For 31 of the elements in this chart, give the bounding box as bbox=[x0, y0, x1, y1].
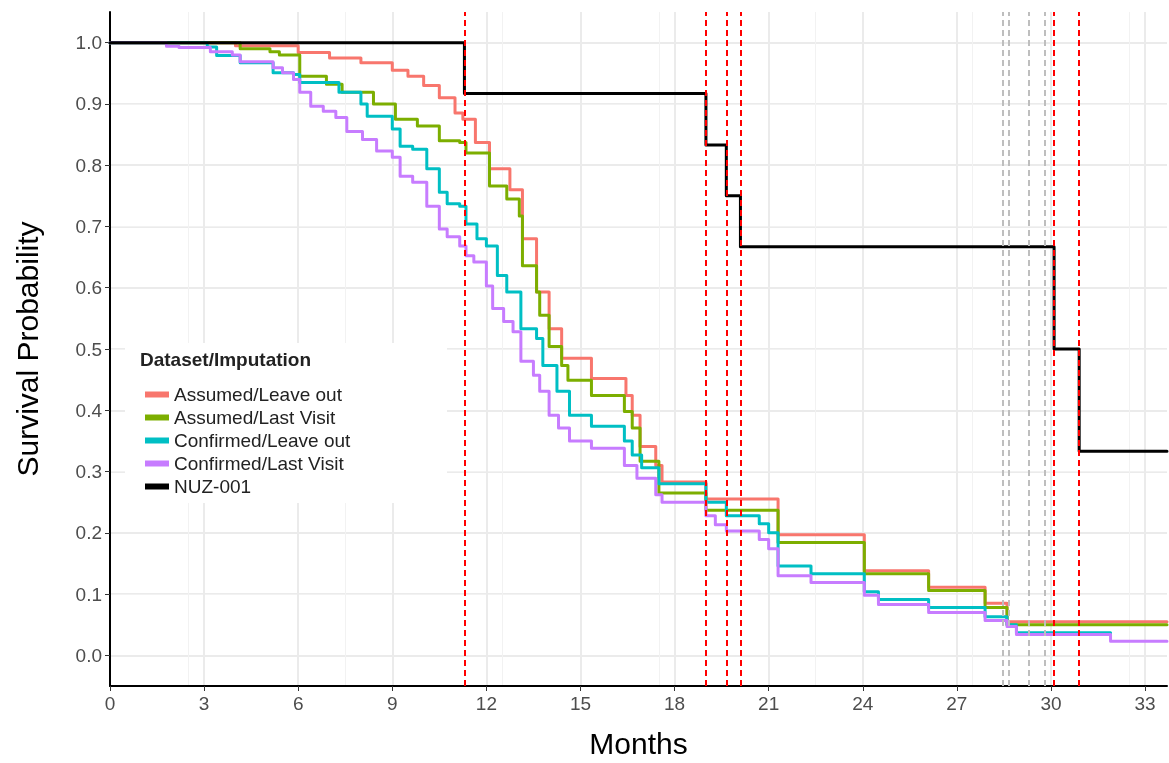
x-tick-label: 21 bbox=[758, 693, 780, 714]
y-tick-label: 0.6 bbox=[75, 277, 102, 299]
y-tick-label: 0.5 bbox=[75, 338, 102, 360]
x-tick-label: 9 bbox=[387, 693, 398, 714]
x-tick-label: 18 bbox=[664, 693, 686, 714]
x-tick-label: 15 bbox=[569, 693, 592, 714]
y-tick-label: 1.0 bbox=[75, 32, 102, 54]
y-tick-label: 0.8 bbox=[75, 154, 102, 176]
x-tick-label: 3 bbox=[198, 693, 210, 714]
y-tick-label: 0.3 bbox=[75, 461, 102, 483]
x-tick-label: 30 bbox=[1040, 693, 1062, 714]
x-tick-label: 12 bbox=[475, 693, 497, 714]
legend-label: NUZ-001 bbox=[174, 476, 252, 497]
x-tick-label: 0 bbox=[104, 693, 116, 714]
x-axis-title: Months bbox=[589, 726, 688, 760]
legend-label: Assumed/Leave out bbox=[174, 384, 343, 405]
y-tick-label: 0.1 bbox=[75, 583, 102, 605]
y-tick-label: 0.9 bbox=[75, 93, 102, 115]
x-tick-label: 24 bbox=[852, 693, 874, 714]
legend-label: Confirmed/Last Visit bbox=[174, 453, 345, 474]
y-tick-label: 0.4 bbox=[75, 399, 103, 421]
y-tick-label: 0.7 bbox=[75, 215, 102, 237]
y-tick-label: 0.0 bbox=[75, 644, 102, 666]
x-tick-label: 6 bbox=[292, 693, 304, 714]
x-tick-label: 33 bbox=[1134, 693, 1156, 714]
legend-label: Assumed/Last Visit bbox=[174, 407, 336, 428]
y-axis-title: Survival Probability bbox=[10, 221, 44, 477]
legend-title: Dataset/Imputation bbox=[140, 349, 312, 370]
y-tick-label: 0.2 bbox=[75, 522, 102, 544]
x-tick-label: 27 bbox=[946, 693, 968, 714]
legend-label: Confirmed/Leave out bbox=[174, 430, 352, 451]
